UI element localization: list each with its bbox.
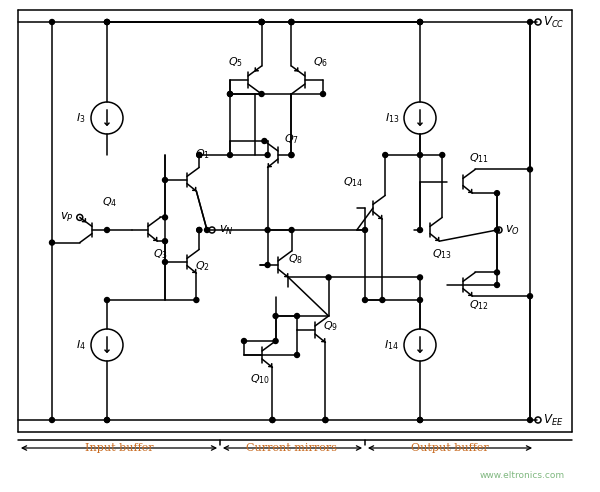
Text: $Q_{14}$: $Q_{14}$ — [343, 175, 363, 189]
Circle shape — [197, 153, 202, 157]
Circle shape — [527, 167, 533, 172]
Circle shape — [259, 20, 264, 25]
Circle shape — [104, 20, 110, 25]
Circle shape — [197, 227, 202, 233]
Circle shape — [418, 153, 422, 157]
Circle shape — [104, 20, 110, 25]
Circle shape — [418, 275, 422, 280]
Circle shape — [289, 227, 294, 233]
Text: $Q_3$: $Q_3$ — [153, 247, 168, 261]
Circle shape — [49, 240, 55, 245]
Circle shape — [418, 227, 422, 233]
Circle shape — [227, 92, 233, 96]
Circle shape — [163, 239, 167, 244]
Circle shape — [227, 92, 233, 96]
Text: $Q_{11}$: $Q_{11}$ — [469, 151, 489, 165]
Circle shape — [289, 153, 294, 157]
Circle shape — [104, 20, 110, 25]
Circle shape — [197, 227, 202, 233]
Text: $Q_{10}$: $Q_{10}$ — [250, 372, 270, 386]
Circle shape — [326, 275, 331, 280]
Circle shape — [323, 418, 328, 423]
Circle shape — [295, 313, 299, 318]
Circle shape — [104, 298, 110, 303]
Circle shape — [163, 215, 167, 220]
Circle shape — [49, 418, 55, 423]
Circle shape — [265, 263, 270, 268]
Text: Current mirrors: Current mirrors — [247, 443, 337, 453]
Circle shape — [104, 418, 110, 423]
Circle shape — [362, 227, 367, 233]
Text: $Q_{13}$: $Q_{13}$ — [432, 247, 452, 261]
Text: $Q_7$: $Q_7$ — [284, 132, 299, 146]
Circle shape — [494, 270, 499, 275]
Circle shape — [383, 153, 388, 157]
Circle shape — [418, 20, 422, 25]
Circle shape — [418, 20, 422, 25]
Circle shape — [289, 20, 294, 25]
Circle shape — [259, 20, 264, 25]
Circle shape — [270, 418, 275, 423]
Text: $Q_1$: $Q_1$ — [195, 147, 210, 161]
Text: $v_P$: $v_P$ — [60, 211, 74, 224]
Circle shape — [494, 282, 499, 287]
Circle shape — [440, 153, 445, 157]
Circle shape — [527, 418, 533, 423]
Text: Output buffer: Output buffer — [411, 443, 489, 453]
Circle shape — [104, 227, 110, 233]
Circle shape — [259, 20, 264, 25]
Circle shape — [527, 294, 533, 299]
Circle shape — [270, 418, 275, 423]
Text: $Q_4$: $Q_4$ — [102, 195, 118, 209]
Circle shape — [289, 20, 294, 25]
Text: $Q_6$: $Q_6$ — [313, 55, 328, 69]
Circle shape — [163, 259, 167, 265]
Circle shape — [320, 92, 325, 96]
Circle shape — [273, 338, 278, 343]
Text: $V_{CC}$: $V_{CC}$ — [543, 14, 565, 30]
Text: $I_{13}$: $I_{13}$ — [385, 111, 399, 125]
Circle shape — [262, 139, 267, 144]
Circle shape — [295, 352, 299, 358]
Circle shape — [494, 227, 499, 233]
Circle shape — [494, 191, 499, 196]
Text: $I_{14}$: $I_{14}$ — [384, 338, 399, 352]
Text: $Q_9$: $Q_9$ — [323, 319, 338, 333]
Text: $I_4$: $I_4$ — [76, 338, 86, 352]
Text: $V_{EE}$: $V_{EE}$ — [543, 412, 563, 428]
Circle shape — [418, 418, 422, 423]
Circle shape — [104, 418, 110, 423]
Text: $Q_5$: $Q_5$ — [228, 55, 243, 69]
Circle shape — [273, 313, 278, 318]
Text: $v_O$: $v_O$ — [505, 223, 520, 237]
Circle shape — [418, 20, 422, 25]
Text: www.eltronics.com: www.eltronics.com — [480, 470, 565, 480]
Circle shape — [205, 227, 209, 233]
Circle shape — [527, 20, 533, 25]
Circle shape — [265, 227, 270, 233]
Circle shape — [289, 20, 294, 25]
Circle shape — [49, 20, 55, 25]
Circle shape — [194, 298, 199, 303]
Circle shape — [259, 20, 264, 25]
Circle shape — [418, 418, 422, 423]
Text: $Q_8$: $Q_8$ — [288, 252, 303, 266]
Text: $Q_2$: $Q_2$ — [195, 259, 210, 273]
Circle shape — [227, 153, 233, 157]
Text: $v_N$: $v_N$ — [219, 223, 234, 237]
Circle shape — [265, 153, 270, 157]
Circle shape — [163, 178, 167, 183]
Circle shape — [323, 418, 328, 423]
Circle shape — [241, 338, 247, 343]
Text: $I_3$: $I_3$ — [76, 111, 86, 125]
Circle shape — [418, 298, 422, 303]
Text: Input buffer: Input buffer — [85, 443, 154, 453]
Circle shape — [197, 153, 202, 157]
Text: $Q_{12}$: $Q_{12}$ — [469, 298, 489, 312]
Circle shape — [362, 298, 367, 303]
Circle shape — [380, 298, 385, 303]
Circle shape — [289, 153, 294, 157]
Circle shape — [259, 92, 264, 96]
